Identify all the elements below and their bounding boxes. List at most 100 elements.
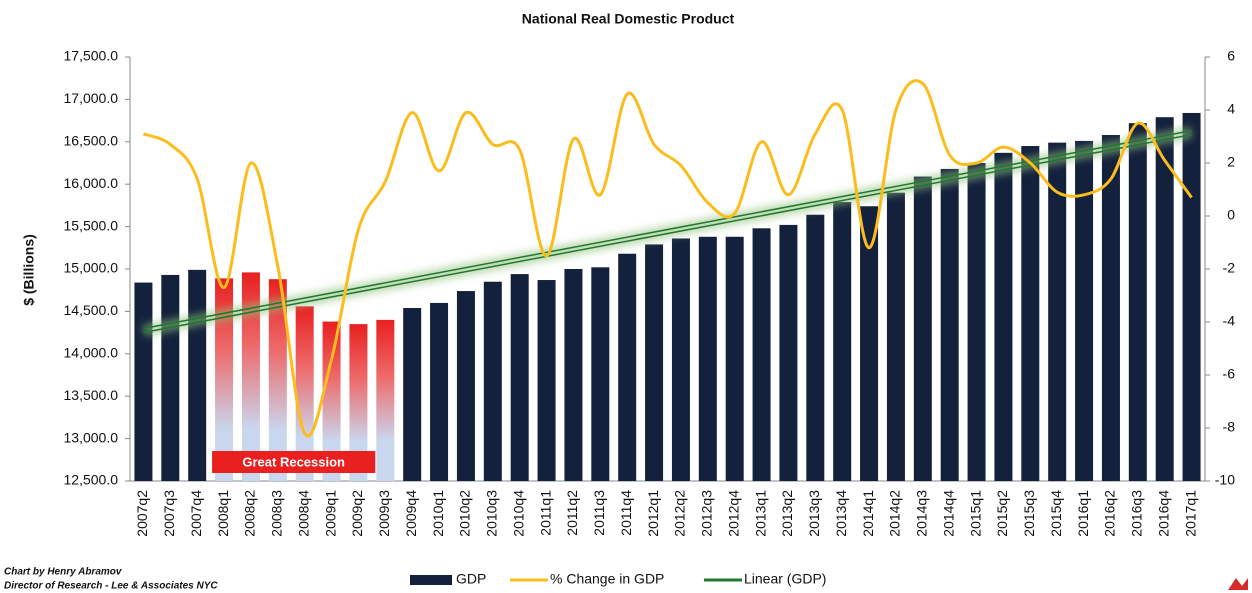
bar <box>752 228 771 481</box>
y2-tick-label: -6 <box>1223 366 1236 382</box>
y-tick-label: 14,000.0 <box>64 345 119 361</box>
trendline <box>143 129 1192 330</box>
legend-label: GDP <box>456 571 486 587</box>
bar <box>322 321 341 481</box>
x-tick-label: 2008q2 <box>242 490 258 537</box>
y2-tick-label: 2 <box>1227 154 1235 170</box>
legend-label: % Change in GDP <box>550 571 664 587</box>
x-tick-label: 2007q3 <box>161 490 177 537</box>
y-tick-label: 12,500.0 <box>64 472 119 488</box>
x-tick-label: 2014q2 <box>887 490 903 537</box>
bar <box>671 238 690 481</box>
x-tick-label: 2008q3 <box>269 490 285 537</box>
bar <box>994 152 1013 481</box>
bar <box>940 168 959 481</box>
x-tick-label: 2010q3 <box>484 490 500 537</box>
line <box>142 79 1193 438</box>
x-tick-label: 2008q4 <box>295 490 311 537</box>
bar <box>1101 135 1120 482</box>
y-axis-label: $ (Billions) <box>21 234 37 306</box>
x-tick-label: 2010q1 <box>430 490 446 537</box>
bar <box>833 202 852 481</box>
x-tick-label: 2011q2 <box>564 490 580 536</box>
bar <box>1075 140 1094 481</box>
y2-tick-label: 4 <box>1227 101 1235 117</box>
annotation: Great Recession <box>242 454 345 469</box>
bar <box>591 267 610 481</box>
x-tick-label: 2011q1 <box>537 490 553 536</box>
x-tick-label: 2012q2 <box>672 490 688 537</box>
footer: Chart by Henry Abramov <box>4 567 123 578</box>
x-tick-label: 2009q4 <box>403 490 419 537</box>
y-tick-label: 16,000.0 <box>64 175 119 191</box>
bar <box>806 214 825 481</box>
x-tick-label: 2007q2 <box>134 490 150 537</box>
bar <box>1021 146 1040 482</box>
bar <box>134 282 153 481</box>
x-tick-label: 2013q3 <box>806 490 822 537</box>
x-tick-label: 2009q1 <box>322 490 338 537</box>
bar <box>537 280 556 481</box>
x-tick-label: 2015q3 <box>1021 490 1037 537</box>
x-tick-label: 2014q3 <box>914 490 930 537</box>
x-tick-label: 2016q1 <box>1075 490 1091 537</box>
x-tick-label: 2015q1 <box>967 490 983 537</box>
bar <box>430 302 449 481</box>
legend-swatch <box>410 575 452 585</box>
x-tick-label: 2009q2 <box>349 490 365 537</box>
bar <box>295 306 314 481</box>
bar <box>779 224 798 482</box>
y2-tick-label: -10 <box>1215 472 1235 488</box>
x-tick-label: 2016q3 <box>1129 490 1145 537</box>
bar <box>241 272 260 481</box>
bar <box>349 324 368 481</box>
x-tick-label: 2011q4 <box>618 490 634 536</box>
y2-tick-label: 6 <box>1227 48 1235 64</box>
logo <box>1228 578 1248 590</box>
y-tick-label: 13,500.0 <box>64 387 119 403</box>
x-tick-label: 2015q2 <box>994 490 1010 537</box>
bar <box>215 278 234 481</box>
x-tick-label: 2011q3 <box>591 490 607 536</box>
legend-label: Linear (GDP) <box>744 571 826 587</box>
bar <box>564 269 583 481</box>
bar <box>698 236 717 481</box>
bar <box>1128 123 1147 482</box>
y-tick-label: 17,000.0 <box>64 90 119 106</box>
x-tick-label: 2012q4 <box>725 490 741 537</box>
x-tick-label: 2010q2 <box>457 490 473 537</box>
y2-tick-label: -4 <box>1223 313 1236 329</box>
bar <box>510 274 529 481</box>
bar <box>268 279 287 481</box>
chart-title: National Real Domestic Product <box>522 11 735 27</box>
x-tick-label: 2012q3 <box>699 490 715 537</box>
bar <box>886 192 905 481</box>
x-tick-label: 2008q1 <box>215 490 231 537</box>
x-tick-label: 2017q1 <box>1182 490 1198 537</box>
x-tick-label: 2015q4 <box>1048 490 1064 537</box>
bar <box>161 274 180 481</box>
bar <box>913 176 932 481</box>
y-tick-label: 14,500.0 <box>64 302 119 318</box>
bar <box>1155 117 1174 481</box>
bar <box>645 244 664 481</box>
bar <box>188 269 207 481</box>
x-tick-label: 2016q2 <box>1102 490 1118 537</box>
bar <box>860 206 879 482</box>
y2-tick-label: 0 <box>1227 207 1235 223</box>
y-tick-label: 16,500.0 <box>64 133 119 149</box>
y-tick-label: 17,500.0 <box>64 48 119 64</box>
x-tick-label: 2013q1 <box>752 490 768 537</box>
bar <box>1182 112 1201 481</box>
x-tick-label: 2009q3 <box>376 490 392 537</box>
x-tick-label: 2014q4 <box>940 490 956 537</box>
x-tick-label: 2007q4 <box>188 490 204 537</box>
annotation-box <box>212 451 376 473</box>
y-tick-label: 15,000.0 <box>64 260 119 276</box>
footer: Director of Research - Lee & Associates … <box>4 581 218 592</box>
y-tick-label: 15,500.0 <box>64 217 119 233</box>
bar <box>456 291 475 481</box>
trendline-glow <box>142 126 1193 337</box>
trendline <box>143 133 1192 334</box>
